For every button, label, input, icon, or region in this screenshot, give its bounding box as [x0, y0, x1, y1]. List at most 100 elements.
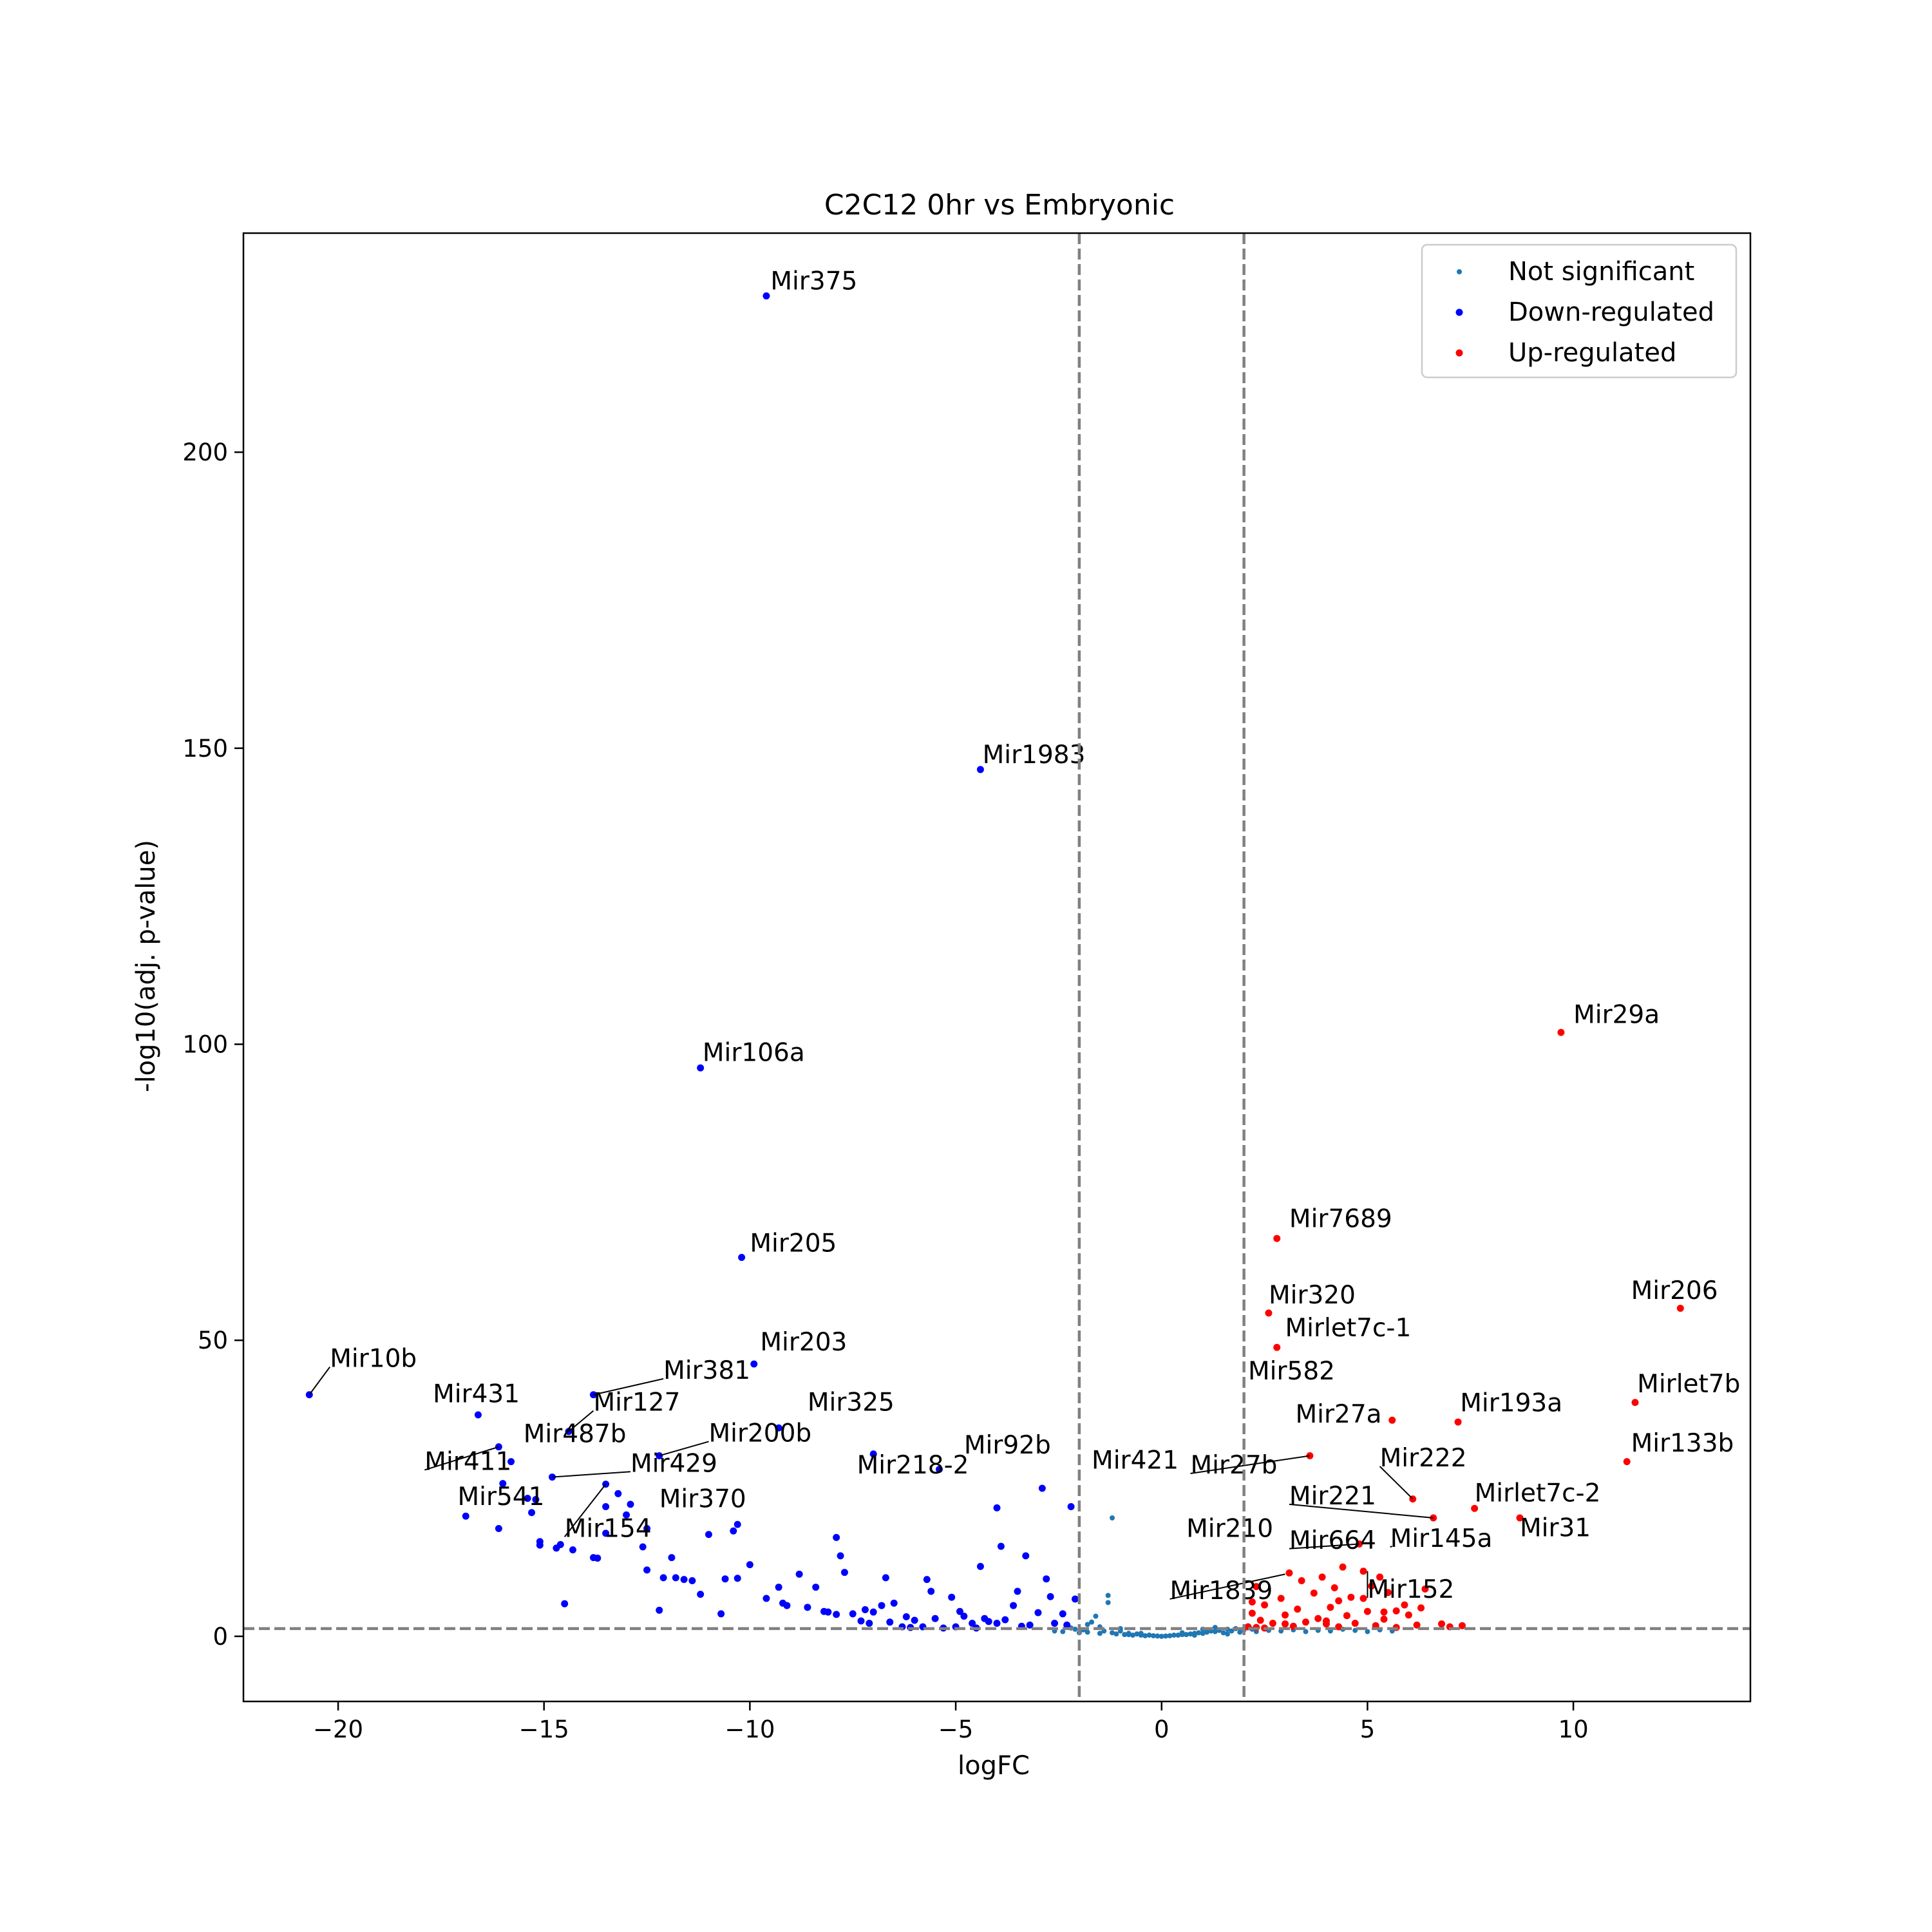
- gene-label-mir421: Mir421: [1092, 1446, 1179, 1475]
- point-down-regulated: [623, 1511, 630, 1519]
- x-axis-label: logFC: [958, 1751, 1030, 1781]
- point-down-regulated: [602, 1503, 610, 1511]
- point-up-regulated: [1298, 1577, 1305, 1584]
- legend-label-down-regulated: Down-regulated: [1508, 298, 1714, 327]
- point-down-regulated: [1059, 1610, 1066, 1618]
- point-down-regulated: [569, 1546, 576, 1554]
- point-down-regulated: [1071, 1595, 1079, 1603]
- point-not-significant: [1175, 1633, 1181, 1638]
- gene-label-mir221: Mir221: [1289, 1482, 1376, 1511]
- gene-label-mir154: Mir154: [565, 1514, 652, 1543]
- gene-label-mir133b: Mir133b: [1631, 1429, 1734, 1458]
- gene-label-mir664: Mir664: [1289, 1526, 1376, 1555]
- point-down-regulated: [656, 1606, 663, 1614]
- y-axis-label: -log10(adj. p-value): [131, 840, 161, 1092]
- point-up-regulated: [1261, 1601, 1269, 1609]
- point-down-regulated: [1043, 1575, 1050, 1583]
- point-up-regulated: [1557, 1028, 1565, 1036]
- point-not-significant: [1163, 1633, 1169, 1639]
- point-up-regulated: [1335, 1623, 1343, 1631]
- gene-label-mir27a: Mir27a: [1296, 1400, 1382, 1429]
- point-down-regulated: [627, 1501, 634, 1508]
- point-up-regulated: [1384, 1589, 1392, 1596]
- point-down-regulated: [812, 1584, 820, 1591]
- point-down-regulated: [997, 1542, 1005, 1550]
- point-not-significant: [1097, 1631, 1103, 1636]
- point-up-regulated: [1401, 1601, 1408, 1609]
- point-up-regulated: [1471, 1504, 1479, 1512]
- point-down-regulated: [804, 1604, 811, 1611]
- point-down-regulated: [462, 1512, 469, 1520]
- point-down-regulated: [866, 1620, 873, 1627]
- point-not-significant: [1365, 1629, 1370, 1634]
- point-down-regulated: [507, 1458, 515, 1466]
- gene-label-mir145a: Mir145a: [1390, 1524, 1493, 1553]
- point-not-significant: [1303, 1629, 1309, 1634]
- point-up-regulated: [1437, 1620, 1445, 1628]
- gene-label-mir31: Mir31: [1520, 1514, 1591, 1543]
- point-not-significant: [1191, 1633, 1197, 1638]
- point-down-regulated: [614, 1490, 622, 1497]
- point-down-regulated: [775, 1584, 782, 1591]
- point-not-significant: [1060, 1629, 1066, 1634]
- y-tick-label: 200: [182, 439, 228, 466]
- point-down-regulated: [643, 1566, 651, 1574]
- annotation-layer: Mir375 Mir1983 Mir106a Mir205 Mir203 Mir10b Mi…: [308, 267, 1740, 1605]
- point-not-significant: [1084, 1622, 1090, 1627]
- point-up-regulated: [1454, 1418, 1462, 1426]
- point-up-regulated: [1363, 1607, 1371, 1615]
- point-down-regulated: [524, 1495, 531, 1502]
- gene-label-mir106a: Mir106a: [703, 1038, 805, 1067]
- point-not-significant: [1167, 1633, 1173, 1638]
- point-up-regulated: [1417, 1604, 1425, 1612]
- point-up-regulated: [1413, 1621, 1421, 1629]
- gene-label-mir206: Mir206: [1631, 1276, 1718, 1305]
- point-not-significant: [1212, 1629, 1218, 1634]
- point-down-regulated: [1046, 1593, 1054, 1600]
- point-down-regulated: [561, 1600, 569, 1607]
- point-down-regulated: [499, 1480, 507, 1488]
- point-down-regulated: [956, 1607, 963, 1615]
- point-down-regulated: [935, 1466, 943, 1473]
- point-down-regulated: [993, 1620, 1001, 1627]
- point-down-regulated: [705, 1531, 712, 1539]
- point-not-significant: [1110, 1515, 1115, 1520]
- leader-mir221: [1289, 1503, 1434, 1519]
- point-up-regulated: [1269, 1620, 1276, 1627]
- point-down-regulated: [762, 292, 770, 299]
- gene-label-mir431: Mir431: [433, 1380, 520, 1409]
- x-tick-label: −10: [724, 1716, 775, 1743]
- gene-label-mir152: Mir152: [1367, 1575, 1454, 1604]
- point-up-regulated: [1248, 1609, 1256, 1617]
- point-down-regulated: [840, 1569, 848, 1577]
- chart-title: C2C12 0hr vs Embryonic: [824, 189, 1175, 222]
- x-tick-label: 10: [1558, 1716, 1589, 1743]
- point-not-significant: [1212, 1625, 1218, 1631]
- point-down-regulated: [1022, 1552, 1030, 1560]
- point-down-regulated: [890, 1599, 898, 1607]
- point-down-regulated: [993, 1504, 1001, 1511]
- point-up-regulated: [1277, 1595, 1285, 1602]
- point-down-regulated: [734, 1520, 741, 1528]
- point-not-significant: [1225, 1631, 1231, 1637]
- gene-label-mir210: Mir210: [1186, 1514, 1273, 1543]
- y-tick-label: 100: [182, 1031, 228, 1059]
- point-not-significant: [1220, 1630, 1226, 1636]
- gene-label-mir127: Mir127: [593, 1388, 680, 1417]
- point-down-regulated: [886, 1618, 894, 1626]
- gene-label-mir325: Mir325: [808, 1388, 895, 1417]
- point-not-significant: [1196, 1630, 1202, 1636]
- point-up-regulated: [1458, 1622, 1466, 1629]
- point-not-significant: [1093, 1613, 1099, 1619]
- gene-label-mir582: Mir582: [1248, 1357, 1335, 1386]
- gene-label-mir10b: Mir10b: [330, 1345, 417, 1374]
- point-up-regulated: [1318, 1573, 1326, 1581]
- point-down-regulated: [1034, 1609, 1042, 1616]
- point-up-regulated: [1256, 1616, 1264, 1624]
- point-down-regulated: [643, 1525, 651, 1533]
- legend-marker-down-regulated: [1455, 308, 1463, 316]
- point-up-regulated: [1359, 1567, 1367, 1575]
- point-up-regulated: [1339, 1563, 1347, 1571]
- point-not-significant: [1146, 1633, 1152, 1638]
